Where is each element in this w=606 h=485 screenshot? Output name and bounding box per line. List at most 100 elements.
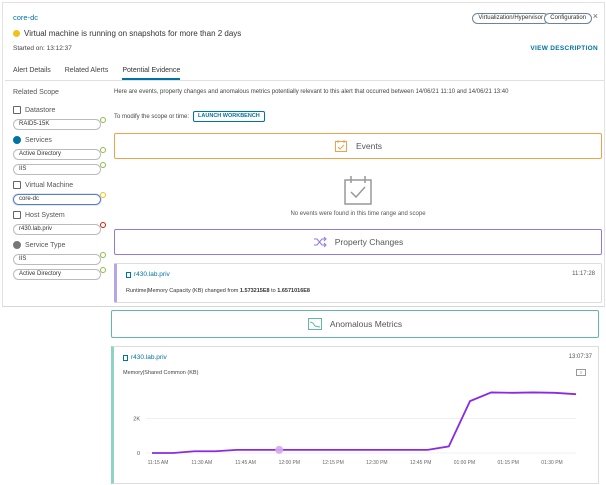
anomalous-metrics-title: Anomalous Metrics — [329, 319, 403, 329]
x-tick-label: 12:15 PM — [322, 460, 343, 466]
warning-icon — [13, 30, 20, 37]
y-tick-label: 2K — [133, 416, 140, 422]
scope-item-core-dc[interactable]: core-dc — [13, 192, 106, 205]
health-dot-icon — [100, 252, 106, 258]
alert-message-text: Virtual machine is running on snapshots … — [24, 29, 242, 38]
alert-panel: core-dc Virtualization/Hypervisor Config… — [2, 2, 605, 307]
health-dot-icon — [100, 147, 106, 153]
group-service-type: Service Type — [13, 239, 105, 251]
x-tick-label: 12:30 PM — [366, 460, 387, 466]
host-icon — [126, 271, 131, 278]
health-dot-icon — [100, 162, 106, 168]
health-dot-icon — [100, 192, 106, 198]
group-datastore: Datastore — [13, 104, 105, 116]
property-change-text: Runtime|Memory Capacity (KB) changed fro… — [126, 288, 310, 294]
host-icon — [13, 211, 21, 219]
empty-calendar-icon — [344, 176, 372, 205]
events-title: Events — [356, 141, 382, 151]
highlight-point[interactable] — [275, 445, 284, 454]
object-name-link[interactable]: core-dc — [13, 13, 39, 22]
scope-item-iis[interactable]: IIS — [13, 162, 106, 175]
tab-divider — [5, 80, 604, 81]
vm-icon — [13, 181, 21, 189]
x-tick-label: 01:00 PM — [454, 460, 475, 466]
property-changes-bar[interactable]: Property Changes — [114, 229, 602, 255]
x-tick-label: 12:00 PM — [279, 460, 300, 466]
host-name: r430.lab.priv — [131, 354, 167, 361]
x-tick-label: 12:45 PM — [410, 460, 431, 466]
host-icon — [123, 354, 128, 361]
property-time: 11:17:28 — [572, 271, 595, 277]
metric-line-chart: 2K 0 11:15 AM 11:30 AM 11:45 AM 12:00 PM 12:1… — [133, 391, 577, 466]
scope-item-label: Active Directory — [19, 271, 62, 277]
chart-menu-icon[interactable]: ≡ — [576, 369, 586, 376]
metric-chart-icon — [307, 318, 322, 330]
chip-virtualization[interactable]: Virtualization/Hypervisor — [472, 13, 549, 24]
sidebar-title: Related Scope — [13, 89, 59, 96]
tab-potential-evidence[interactable]: Potential Evidence — [122, 67, 181, 80]
related-scope-sidebar: Related Scope Datastore RAID5-15K Servic… — [13, 89, 106, 284]
tab-alert-details[interactable]: Alert Details — [13, 67, 51, 74]
group-services: Services — [13, 134, 105, 146]
health-dot-icon — [100, 222, 106, 228]
property-change-card: r430.lab.priv 11:17:28 Runtime|Memory Ca… — [114, 263, 602, 303]
scope-item-label: IIS — [19, 256, 27, 262]
anomalous-metrics-bar[interactable]: Anomalous Metrics — [111, 310, 599, 338]
group-label: Host System — [25, 211, 65, 219]
health-dot-icon — [100, 267, 106, 273]
metric-time: 13:07:37 — [568, 354, 592, 360]
x-tick-label: 01:15 PM — [498, 460, 519, 466]
close-icon[interactable]: × — [592, 11, 598, 21]
group-label: Virtual Machine — [25, 181, 74, 189]
chip-configuration[interactable]: Configuration — [544, 13, 592, 24]
group-label: Services — [25, 136, 52, 144]
x-tick-label: 01:30 PM — [541, 460, 562, 466]
calendar-check-icon — [335, 140, 347, 152]
scope-item-label: r430.lab.priv — [19, 226, 53, 232]
host-name: r430.lab.priv — [134, 271, 170, 278]
scope-item-active-directory[interactable]: Active Directory — [13, 147, 106, 160]
metric-name: Memory|Shared Common (KB) — [123, 370, 199, 376]
scope-item-label: RAID5-15K — [19, 121, 50, 127]
started-on: Started on: 13:12:37 — [13, 45, 72, 52]
health-dot-icon — [100, 117, 106, 123]
launch-workbench-button[interactable]: LAUNCH WORKBENCH — [193, 111, 265, 122]
y-tick-label: 0 — [137, 451, 140, 457]
scope-text: To modify the scope or time: — [114, 113, 190, 120]
scope-item-label: core-dc — [19, 196, 40, 202]
tab-related-alerts[interactable]: Related Alerts — [64, 67, 109, 74]
group-host-system: Host System — [13, 209, 105, 221]
series-line — [152, 391, 577, 454]
scope-item-r430[interactable]: r430.lab.priv — [13, 222, 106, 235]
group-virtual-machine: Virtual Machine — [13, 179, 105, 191]
x-tick-label: 11:45 AM — [235, 460, 256, 466]
metric-card: r430.lab.priv 13:07:37 Memory|Shared Com… — [111, 346, 599, 484]
events-empty-text: No events were found in this time range … — [290, 211, 426, 217]
events-bar[interactable]: Events — [114, 133, 602, 159]
services-icon — [13, 136, 21, 144]
alert-message: Virtual machine is running on snapshots … — [13, 29, 241, 38]
scope-item-iis-type[interactable]: IIS — [13, 252, 106, 265]
datastore-icon — [13, 106, 21, 114]
change-from: 1.573215E8 — [239, 288, 270, 294]
property-changes-title: Property Changes — [334, 237, 404, 247]
evidence-content: Here are events, property changes and an… — [114, 89, 602, 303]
tab-bar: Alert Details Related Alerts Potential E… — [13, 67, 181, 80]
scope-item-ad-type[interactable]: Active Directory — [13, 267, 106, 280]
scope-item-raid5[interactable]: RAID5-15K — [13, 117, 106, 130]
change-mid: to — [271, 288, 276, 294]
scope-item-label: IIS — [19, 166, 27, 172]
group-label: Datastore — [25, 106, 56, 114]
property-host-link[interactable]: r430.lab.priv — [126, 271, 170, 278]
group-label: Service Type — [25, 241, 66, 249]
x-tick-label: 11:15 AM — [148, 460, 169, 466]
change-to: 1.6571016E8 — [277, 288, 310, 294]
change-prefix: Runtime|Memory Capacity (KB) changed fro… — [126, 288, 239, 294]
scope-row: To modify the scope or time: LAUNCH WORK… — [114, 111, 265, 122]
service-type-icon — [13, 241, 21, 249]
x-tick-label: 11:30 AM — [191, 460, 212, 466]
metric-host-link[interactable]: r430.lab.priv — [123, 354, 167, 361]
shuffle-icon — [313, 236, 327, 248]
view-description-link[interactable]: VIEW DESCRIPTION — [530, 45, 598, 52]
scope-item-label: Active Directory — [19, 151, 62, 157]
